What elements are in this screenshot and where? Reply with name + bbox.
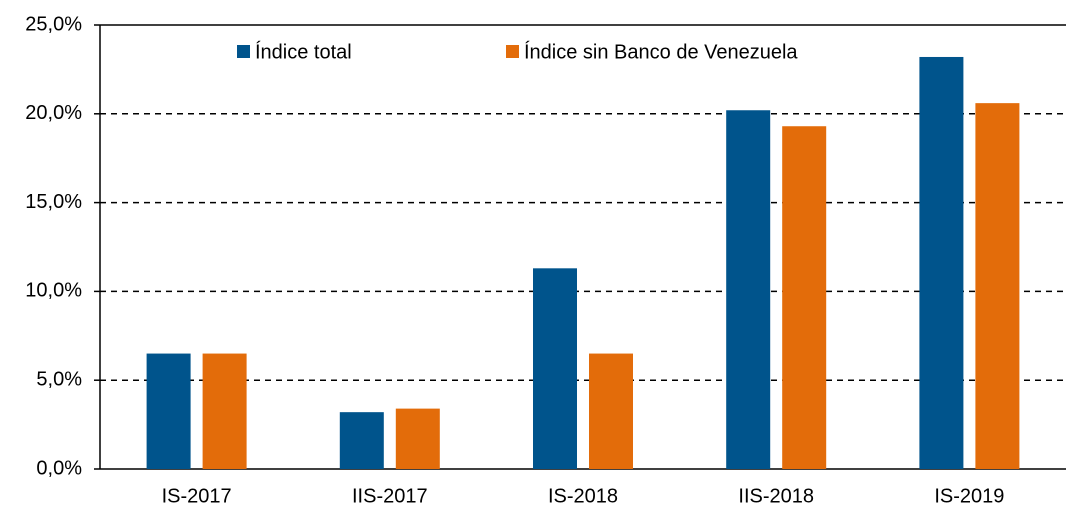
bar xyxy=(782,126,827,470)
bar xyxy=(919,56,964,470)
legend-label: Índice total xyxy=(255,40,352,63)
bar xyxy=(726,110,771,470)
bar xyxy=(339,412,384,469)
y-tick-label: 25,0% xyxy=(25,13,82,35)
legend-swatch xyxy=(237,45,250,58)
y-tick-label: 20,0% xyxy=(25,102,82,124)
x-tick-label: IIS-2017 xyxy=(352,485,428,507)
bar xyxy=(589,353,633,469)
legend-label: Índice sin Banco de Venezuela xyxy=(524,40,798,63)
bar xyxy=(202,353,247,469)
x-tick-label: IIS-2018 xyxy=(738,485,814,507)
x-tick-label: IS-2019 xyxy=(934,485,1004,507)
legend-swatch xyxy=(506,45,519,58)
bar xyxy=(395,408,440,469)
bar xyxy=(146,353,191,469)
bar xyxy=(975,103,1020,470)
bar xyxy=(533,268,577,469)
y-tick-label: 15,0% xyxy=(25,191,82,213)
y-tick-label: 5,0% xyxy=(36,368,82,390)
y-tick-label: 0,0% xyxy=(36,457,82,479)
y-tick-label: 10,0% xyxy=(25,280,82,302)
x-tick-label: IS-2017 xyxy=(162,485,232,507)
x-tick-label: IS-2018 xyxy=(548,485,618,507)
